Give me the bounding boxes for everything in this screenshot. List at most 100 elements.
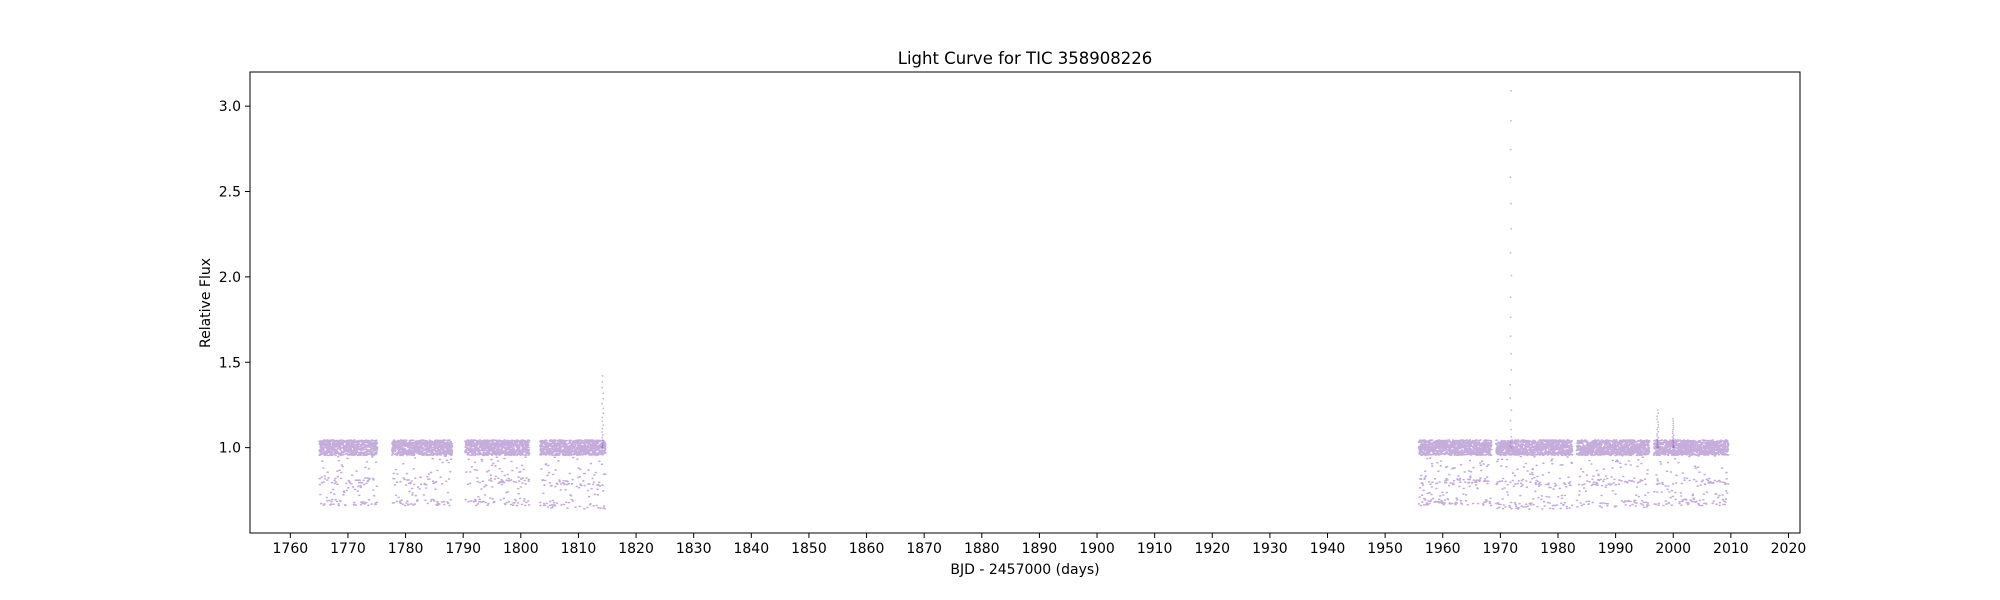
y-tick-label-1.5: 1.5 xyxy=(219,355,241,371)
x-tick-label-1990: 1990 xyxy=(1598,541,1634,557)
flare-2-point xyxy=(1509,383,1512,386)
flare-3-point xyxy=(1657,436,1660,439)
x-tick-label-1850: 1850 xyxy=(791,541,827,557)
flare-2-point xyxy=(1509,335,1512,338)
flare-2-point xyxy=(1510,352,1512,355)
flare-3-point xyxy=(1657,443,1660,446)
x-tick-label-1890: 1890 xyxy=(1022,541,1058,557)
flare-1-point xyxy=(601,402,603,405)
flare-2-point xyxy=(1510,119,1512,122)
x-tick-label-1870: 1870 xyxy=(906,541,942,557)
x-tick-label-1910: 1910 xyxy=(1137,541,1173,557)
flare-2-point xyxy=(1510,446,1513,449)
flare-1-point xyxy=(602,444,604,447)
flare-3-point xyxy=(1656,409,1659,411)
flare-4-point xyxy=(1671,443,1674,446)
segment-1-points xyxy=(318,439,379,507)
x-tick-label-2010: 2010 xyxy=(1713,541,1749,557)
x-tick-label-1860: 1860 xyxy=(849,541,885,557)
flare-3-point xyxy=(1656,428,1659,431)
flare-1-point xyxy=(601,443,604,445)
flare-4-point xyxy=(1672,424,1675,427)
flare-4-point xyxy=(1672,420,1674,422)
x-tick-label-1880: 1880 xyxy=(964,541,1000,557)
flare-1-point xyxy=(601,375,604,377)
x-tick-label-1920: 1920 xyxy=(1194,541,1230,557)
flare-4-point xyxy=(1671,439,1674,441)
flare-3-point xyxy=(1656,415,1658,418)
segment-4-points xyxy=(539,439,607,510)
x-tick-label-1780: 1780 xyxy=(388,541,424,557)
flare-3-point xyxy=(1657,426,1659,428)
x-tick-label-1930: 1930 xyxy=(1252,541,1288,557)
segment-4-scatter xyxy=(539,439,607,510)
y-tick-label-2.5: 2.5 xyxy=(219,185,241,201)
flare-1-point xyxy=(601,427,604,430)
flare-3-point xyxy=(1657,423,1660,426)
segment-2-points xyxy=(390,439,454,507)
flare-1-point xyxy=(601,431,603,433)
flare-1-point xyxy=(602,397,605,400)
x-tick-label-1940: 1940 xyxy=(1310,541,1346,557)
flare-2-point xyxy=(1510,274,1513,277)
flare-2-point xyxy=(1510,409,1513,412)
x-tick-label-1790: 1790 xyxy=(445,541,481,557)
segment-3-scatter xyxy=(464,439,531,507)
flare-2-point xyxy=(1509,252,1512,254)
flare-3-point xyxy=(1656,440,1659,442)
flare-3-point xyxy=(1656,435,1658,437)
flare-1-point xyxy=(601,416,604,419)
flare-3-point xyxy=(1656,418,1659,421)
segment-1-scatter xyxy=(318,439,379,507)
y-tick-label-3.0: 3.0 xyxy=(219,99,241,115)
flare-2-point xyxy=(1510,228,1513,230)
segment-5-scatter xyxy=(1417,439,1493,507)
segment-3-points xyxy=(464,439,531,507)
flare-4-point xyxy=(1672,437,1675,440)
plot-area-frame xyxy=(249,71,1801,534)
flare-2-point xyxy=(1509,296,1512,298)
flare-2-point xyxy=(1509,397,1512,400)
flare-1-point xyxy=(602,441,604,444)
segment-7-points xyxy=(1575,439,1651,509)
flare-1 xyxy=(601,375,605,449)
flare-1-point xyxy=(601,420,604,423)
x-tick-label-1760: 1760 xyxy=(273,541,309,557)
flare-4-point xyxy=(1671,430,1674,433)
flare-1-point xyxy=(602,392,605,395)
flare-4-point xyxy=(1671,436,1674,438)
flare-1-point xyxy=(601,386,604,389)
x-tick-label-1820: 1820 xyxy=(618,541,654,557)
flare-4-point xyxy=(1672,417,1674,420)
x-tick-label-1960: 1960 xyxy=(1425,541,1461,557)
flare-1-point xyxy=(601,381,604,383)
x-tick-label-1800: 1800 xyxy=(503,541,539,557)
x-axis: 1760 1770 1780 1790 1800 1810 1820 1830 1840 1850… xyxy=(273,533,1806,557)
segment-8-scatter xyxy=(1652,439,1730,507)
x-tick-label-2000: 2000 xyxy=(1655,541,1691,557)
flare-2-point xyxy=(1509,445,1511,447)
flare-3 xyxy=(1656,409,1660,449)
flare-2-point xyxy=(1510,428,1512,431)
flare-2-point xyxy=(1509,148,1512,151)
flare-1-point xyxy=(601,434,604,436)
segment-7-scatter xyxy=(1575,439,1651,509)
flare-2 xyxy=(1509,89,1513,449)
x-tick-label-1970: 1970 xyxy=(1483,541,1519,557)
flare-1-point xyxy=(601,439,604,441)
flare-3-point xyxy=(1656,433,1658,435)
flare-3-point xyxy=(1657,412,1660,415)
y-axis: 1.0 1.5 2.0 2.5 3.0 xyxy=(219,99,250,457)
flare-2-point xyxy=(1510,202,1512,205)
x-tick-label-1950: 1950 xyxy=(1367,541,1403,557)
y-axis-label: Relative Flux xyxy=(198,258,214,348)
flare-4-point xyxy=(1672,428,1674,431)
flare-2-point xyxy=(1510,369,1513,371)
flare-1-point xyxy=(602,407,605,410)
x-tick-label-1830: 1830 xyxy=(676,541,712,557)
flare-1-point xyxy=(601,436,604,439)
flare-1-point xyxy=(602,424,605,427)
x-axis-label: BJD - 2457000 (days) xyxy=(950,562,1099,578)
flare-4-point xyxy=(1672,434,1675,437)
